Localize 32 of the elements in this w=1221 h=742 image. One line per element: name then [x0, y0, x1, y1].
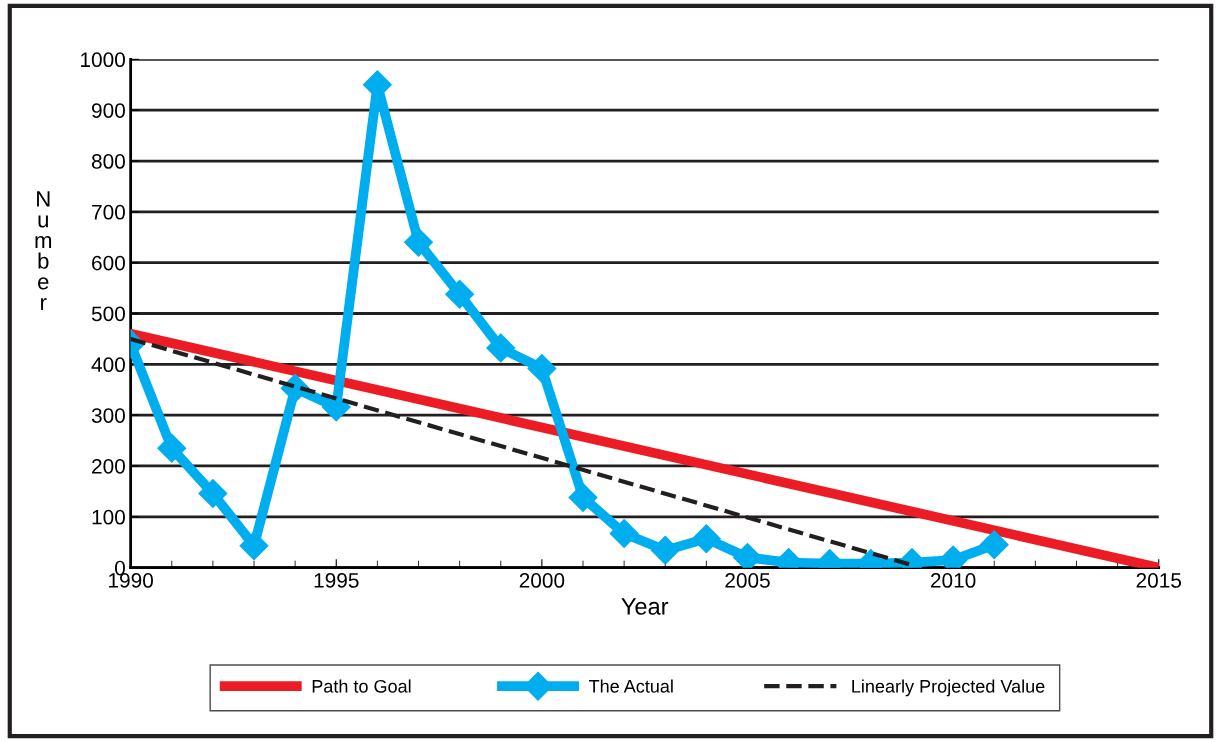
y-tick-label: 200: [92, 458, 125, 474]
point: [445, 279, 475, 309]
y-tick-label: 600: [92, 255, 125, 271]
y-tick-label: 900: [92, 103, 125, 118]
point: [157, 433, 187, 463]
x-tick-label: 2015: [1136, 573, 1182, 588]
point: [609, 519, 639, 549]
x-tick-label: 2010: [930, 573, 976, 588]
x-tick-label: 2000: [519, 573, 565, 588]
x-tick-label: 1995: [314, 573, 359, 588]
y-tick-label: 800: [91, 154, 125, 169]
point: [691, 524, 721, 554]
point: [486, 333, 516, 363]
point: [404, 227, 433, 257]
point: [239, 531, 269, 561]
y-tick-label: 700: [92, 204, 125, 220]
x-axis-title: Year: [621, 598, 669, 615]
point: [568, 483, 598, 512]
legend-label: Path to Goal: [312, 679, 411, 693]
y-tick-label: 300: [91, 408, 125, 423]
legend-label: The Actual: [589, 679, 673, 693]
y-axis-title: Number: [35, 191, 52, 311]
point: [527, 353, 557, 383]
y-tick-label: 400: [91, 357, 125, 373]
y-tick-label: 100: [92, 509, 125, 525]
x-tick-label: 2005: [725, 573, 770, 588]
legend-label: Linearly Projected Value: [852, 679, 1045, 697]
point: [979, 530, 1009, 560]
y-tick-label: 500: [91, 306, 125, 322]
point: [198, 478, 228, 508]
y-tick-label: 1000: [81, 52, 125, 68]
point: [650, 535, 680, 565]
